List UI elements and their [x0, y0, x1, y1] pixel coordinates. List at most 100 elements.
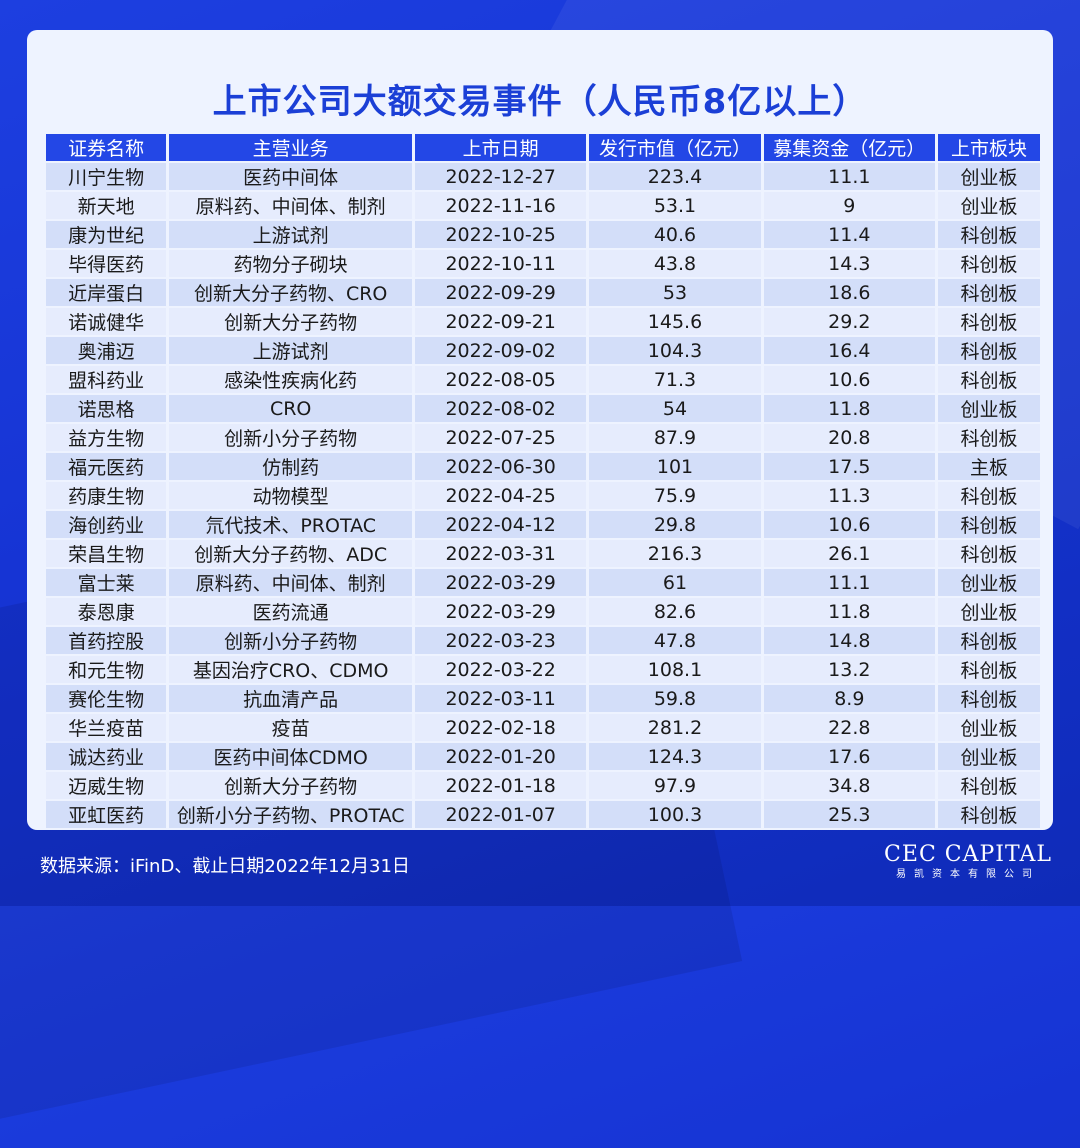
funds-raised-cell: 34.8	[763, 772, 935, 799]
board-cell: 科创板	[937, 308, 1040, 335]
board-cell: 科创板	[937, 366, 1040, 393]
table-row: 荣昌生物 创新大分子药物、ADC 2022-03-31 216.3 26.1 科创板	[46, 540, 1040, 567]
board-cell: 科创板	[937, 337, 1040, 364]
security-name-cell: 毕得医药	[46, 250, 167, 277]
table-row: 泰恩康 医药流通 2022-03-29 82.6 11.8 创业板	[46, 598, 1040, 625]
table-row: 华兰疫苗 疫苗 2022-02-18 281.2 22.8 创业板	[46, 714, 1040, 741]
table-row: 和元生物 基因治疗CRO、CDMO 2022-03-22 108.1 13.2 科创板	[46, 656, 1040, 683]
column-header: 上市日期	[415, 134, 587, 161]
market-value-cell: 43.8	[589, 250, 761, 277]
funds-raised-cell: 11.8	[763, 395, 935, 422]
business-cell: 抗血清产品	[169, 685, 413, 712]
funds-raised-cell: 8.9	[763, 685, 935, 712]
board-cell: 创业板	[937, 743, 1040, 770]
column-header: 发行市值（亿元）	[589, 134, 761, 161]
funds-raised-cell: 17.6	[763, 743, 935, 770]
company-logo: CEC CAPITAL 易凯资本有限公司	[880, 842, 1056, 882]
listing-date-cell: 2022-03-31	[415, 540, 587, 567]
business-cell: 上游试剂	[169, 337, 413, 364]
funds-raised-cell: 9	[763, 192, 935, 219]
listing-date-cell: 2022-04-25	[415, 482, 587, 509]
business-cell: 原料药、中间体、制剂	[169, 569, 413, 596]
table-row: 迈威生物 创新大分子药物 2022-01-18 97.9 34.8 科创板	[46, 772, 1040, 799]
table-row: 诺诚健华 创新大分子药物 2022-09-21 145.6 29.2 科创板	[46, 308, 1040, 335]
board-cell: 科创板	[937, 279, 1040, 306]
market-value-cell: 71.3	[589, 366, 761, 393]
listing-date-cell: 2022-06-30	[415, 453, 587, 480]
funds-raised-cell: 11.1	[763, 569, 935, 596]
funds-raised-cell: 29.2	[763, 308, 935, 335]
board-cell: 科创板	[937, 482, 1040, 509]
market-value-cell: 61	[589, 569, 761, 596]
security-name-cell: 诺思格	[46, 395, 167, 422]
listing-date-cell: 2022-03-29	[415, 569, 587, 596]
table-row: 盟科药业 感染性疾病化药 2022-08-05 71.3 10.6 科创板	[46, 366, 1040, 393]
table-row: 近岸蛋白 创新大分子药物、CRO 2022-09-29 53 18.6 科创板	[46, 279, 1040, 306]
security-name-cell: 海创药业	[46, 511, 167, 538]
listing-date-cell: 2022-12-27	[415, 163, 587, 190]
board-cell: 科创板	[937, 221, 1040, 248]
funds-raised-cell: 14.3	[763, 250, 935, 277]
listing-date-cell: 2022-11-16	[415, 192, 587, 219]
business-cell: 原料药、中间体、制剂	[169, 192, 413, 219]
business-cell: 基因治疗CRO、CDMO	[169, 656, 413, 683]
board-cell: 科创板	[937, 772, 1040, 799]
board-cell: 科创板	[937, 250, 1040, 277]
funds-raised-cell: 25.3	[763, 801, 935, 828]
table-row: 康为世纪 上游试剂 2022-10-25 40.6 11.4 科创板	[46, 221, 1040, 248]
security-name-cell: 泰恩康	[46, 598, 167, 625]
security-name-cell: 新天地	[46, 192, 167, 219]
column-header: 上市板块	[937, 134, 1040, 161]
listing-date-cell: 2022-02-18	[415, 714, 587, 741]
security-name-cell: 富士莱	[46, 569, 167, 596]
table-row: 海创药业 氘代技术、PROTAC 2022-04-12 29.8 10.6 科创板	[46, 511, 1040, 538]
table-body: 川宁生物 医药中间体 2022-12-27 223.4 11.1 创业板 新天地 原料药、中间…	[46, 163, 1040, 828]
market-value-cell: 145.6	[589, 308, 761, 335]
data-source-note: 数据来源：iFinD、截止日期2022年12月31日	[40, 856, 410, 877]
security-name-cell: 华兰疫苗	[46, 714, 167, 741]
market-value-cell: 108.1	[589, 656, 761, 683]
business-cell: 上游试剂	[169, 221, 413, 248]
table-row: 益方生物 创新小分子药物 2022-07-25 87.9 20.8 科创板	[46, 424, 1040, 451]
table-row: 亚虹医药 创新小分子药物、PROTAC 2022-01-07 100.3 25.3 科创板	[46, 801, 1040, 828]
listing-date-cell: 2022-08-02	[415, 395, 587, 422]
column-header: 证券名称	[46, 134, 167, 161]
funds-raised-cell: 14.8	[763, 627, 935, 654]
board-cell: 科创板	[937, 685, 1040, 712]
listing-date-cell: 2022-10-11	[415, 250, 587, 277]
business-cell: 氘代技术、PROTAC	[169, 511, 413, 538]
business-cell: 创新小分子药物、PROTAC	[169, 801, 413, 828]
security-name-cell: 盟科药业	[46, 366, 167, 393]
table-row: 川宁生物 医药中间体 2022-12-27 223.4 11.1 创业板	[46, 163, 1040, 190]
board-cell: 创业板	[937, 598, 1040, 625]
table-row: 赛伦生物 抗血清产品 2022-03-11 59.8 8.9 科创板	[46, 685, 1040, 712]
market-value-cell: 101	[589, 453, 761, 480]
security-name-cell: 赛伦生物	[46, 685, 167, 712]
content-card: 上市公司大额交易事件（人民币8亿以上） 证券名称 主营业务 上市日期 发行市值（亿元）…	[27, 30, 1053, 830]
board-cell: 科创板	[937, 511, 1040, 538]
funds-raised-cell: 16.4	[763, 337, 935, 364]
market-value-cell: 100.3	[589, 801, 761, 828]
funds-raised-cell: 10.6	[763, 366, 935, 393]
business-cell: 医药中间体CDMO	[169, 743, 413, 770]
market-value-cell: 281.2	[589, 714, 761, 741]
funds-raised-cell: 10.6	[763, 511, 935, 538]
market-value-cell: 59.8	[589, 685, 761, 712]
page-title: 上市公司大额交易事件（人民币8亿以上）	[212, 82, 868, 122]
market-value-cell: 40.6	[589, 221, 761, 248]
table-row: 诺思格 CRO 2022-08-02 54 11.8 创业板	[46, 395, 1040, 422]
listing-date-cell: 2022-01-07	[415, 801, 587, 828]
logo-subtitle: 易凯资本有限公司	[896, 869, 1040, 880]
market-value-cell: 97.9	[589, 772, 761, 799]
table-row: 新天地 原料药、中间体、制剂 2022-11-16 53.1 9 创业板	[46, 192, 1040, 219]
market-value-cell: 53.1	[589, 192, 761, 219]
business-cell: 感染性疾病化药	[169, 366, 413, 393]
table-row: 诚达药业 医药中间体CDMO 2022-01-20 124.3 17.6 创业板	[46, 743, 1040, 770]
column-header: 募集资金（亿元）	[763, 134, 935, 161]
market-value-cell: 216.3	[589, 540, 761, 567]
listing-date-cell: 2022-04-12	[415, 511, 587, 538]
listing-date-cell: 2022-09-02	[415, 337, 587, 364]
security-name-cell: 首药控股	[46, 627, 167, 654]
funds-raised-cell: 11.3	[763, 482, 935, 509]
listing-date-cell: 2022-01-18	[415, 772, 587, 799]
